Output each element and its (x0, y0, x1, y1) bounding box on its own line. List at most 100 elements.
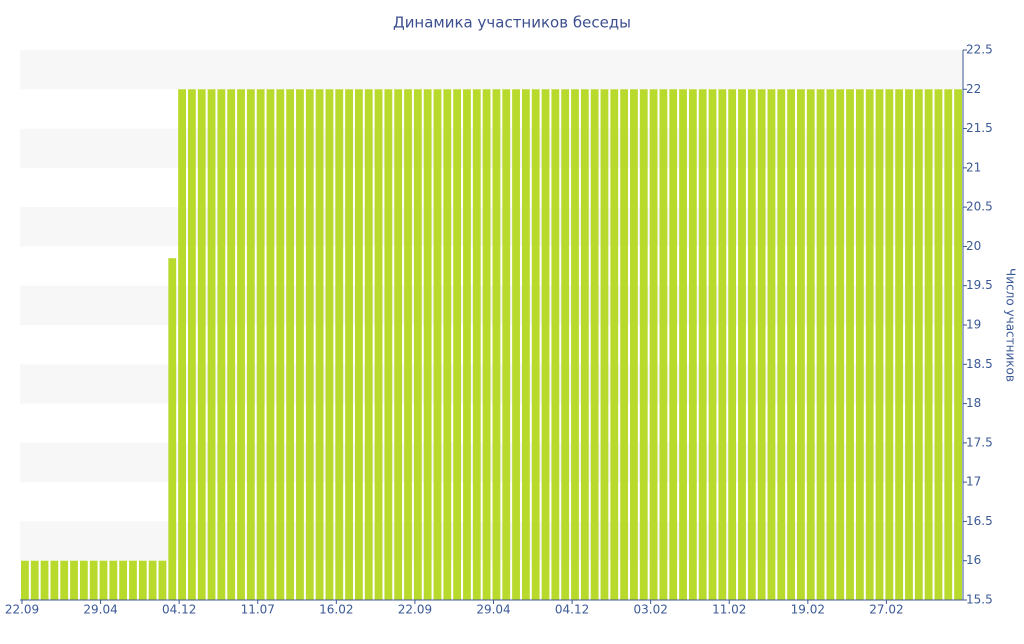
y-axis-label: Число участников (1004, 268, 1018, 382)
bar (571, 89, 579, 601)
x-tick-label: 27.02 (869, 603, 903, 617)
bar (846, 89, 854, 601)
bar (207, 89, 216, 601)
bar (718, 89, 727, 601)
bar (531, 89, 540, 601)
x-tick-label: 22.09 (5, 603, 39, 617)
bar (60, 560, 69, 600)
bar (649, 89, 658, 601)
x-tick-label: 03.02 (633, 603, 667, 617)
bar (580, 89, 589, 601)
bar (836, 89, 845, 601)
bar (728, 89, 737, 601)
bar (954, 89, 962, 601)
bar (30, 560, 39, 600)
bar (335, 89, 344, 601)
bar (659, 89, 668, 601)
bar (924, 89, 933, 601)
bar (777, 89, 786, 601)
y-tick-label: 17 (966, 475, 981, 489)
bar (364, 89, 373, 601)
bar (129, 560, 137, 600)
bar (738, 89, 746, 601)
bar (40, 560, 49, 600)
bar (138, 560, 147, 600)
bar (610, 89, 619, 601)
bar (354, 89, 363, 601)
bar (885, 89, 894, 601)
bar (944, 89, 953, 601)
bar (669, 89, 678, 601)
bar (639, 89, 648, 601)
bar (600, 89, 609, 601)
bar (89, 560, 98, 600)
bar (826, 89, 835, 601)
bar (158, 560, 167, 600)
bar (168, 258, 177, 600)
y-tick-label: 15.5 (966, 593, 993, 607)
x-tick-label: 19.02 (791, 603, 825, 617)
bar (767, 89, 776, 601)
bar (590, 89, 599, 601)
bar (21, 560, 29, 600)
bar (227, 89, 236, 601)
y-tick-label: 21 (966, 160, 981, 174)
grid-band (20, 50, 963, 90)
bar (708, 89, 717, 601)
bar (276, 89, 285, 601)
x-tick-label: 11.07 (241, 603, 275, 617)
bar (315, 89, 324, 601)
chart-title: Динамика участников беседы (393, 14, 631, 32)
bar (286, 89, 295, 601)
bar (865, 89, 874, 601)
bar (443, 89, 452, 601)
x-tick-label: 22.09 (398, 603, 432, 617)
bar (787, 89, 796, 601)
bar (246, 89, 255, 601)
bar (433, 89, 442, 601)
bar (757, 89, 766, 601)
bar (797, 89, 805, 601)
bar (187, 89, 196, 601)
y-tick-label: 16 (966, 553, 981, 567)
x-tick-label: 04.12 (162, 603, 196, 617)
bar (688, 89, 697, 601)
x-tick-label: 11.02 (712, 603, 746, 617)
bar (423, 89, 432, 601)
bar (463, 89, 471, 601)
bar (492, 89, 501, 601)
grid-band (20, 128, 963, 168)
bar (50, 560, 59, 600)
bar (914, 89, 923, 601)
bar (679, 89, 687, 601)
bar (404, 89, 412, 601)
bar (561, 89, 570, 601)
y-tick-label: 21.5 (966, 121, 993, 135)
bar (816, 89, 825, 601)
bar (266, 89, 275, 601)
bar (502, 89, 511, 601)
bar (512, 89, 520, 601)
bar (875, 89, 884, 601)
x-tick-label: 04.12 (555, 603, 589, 617)
bar (905, 89, 913, 601)
bar (119, 560, 128, 600)
grid-band (20, 442, 963, 483)
grid-band (20, 285, 963, 325)
grid-band (20, 207, 963, 247)
bar (806, 89, 815, 601)
y-tick-label: 18.5 (966, 357, 993, 371)
bar (256, 89, 265, 601)
bar (895, 89, 904, 601)
bar (453, 89, 462, 601)
bar (620, 89, 629, 601)
y-tick-label: 19 (966, 318, 981, 332)
bar (541, 89, 550, 601)
bar (551, 89, 560, 601)
y-tick-label: 22 (966, 82, 981, 96)
x-tick-label: 29.04 (476, 603, 510, 617)
bar (384, 89, 393, 601)
bar (472, 89, 481, 601)
bar (325, 89, 334, 601)
